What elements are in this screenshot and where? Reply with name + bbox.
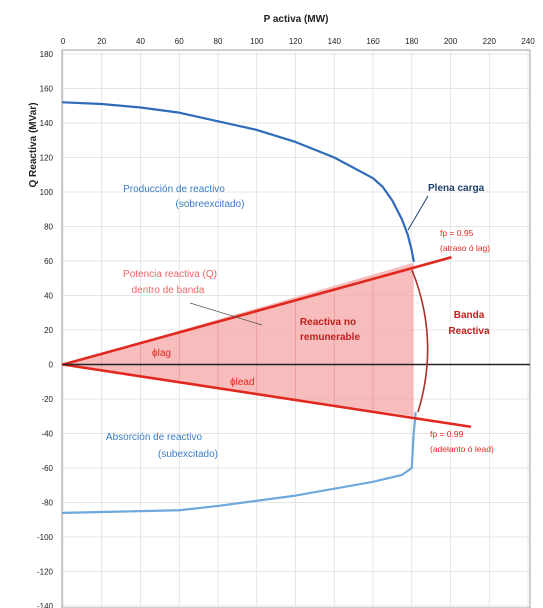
y-tick-label: 180 bbox=[40, 50, 54, 59]
plena-carga-label: Plena carga bbox=[428, 183, 485, 194]
banda-label: Banda bbox=[454, 310, 485, 321]
absorcion-label: Absorción de reactivo bbox=[106, 432, 203, 443]
fp-lag-label: fp = 0.95 bbox=[440, 228, 474, 238]
x-tick-label: 240 bbox=[521, 37, 535, 46]
y-tick-label: 140 bbox=[40, 119, 54, 128]
x-tick-label: 140 bbox=[328, 37, 342, 46]
potencia-sub: dentro de banda bbox=[132, 285, 205, 296]
y-axis-title: Q Reactiva (MVar) bbox=[28, 102, 39, 187]
y-tick-label: 160 bbox=[40, 85, 54, 94]
y-tick-label: -40 bbox=[41, 430, 53, 439]
phi-lag-label: ϕlag bbox=[152, 348, 171, 359]
reactiva-no-label: Reactiva no bbox=[300, 317, 356, 328]
y-tick-label: -80 bbox=[41, 499, 53, 508]
x-tick-label: 160 bbox=[366, 37, 380, 46]
y-tick-label: -60 bbox=[41, 464, 53, 473]
y-tick-label: 80 bbox=[44, 223, 53, 232]
absorcion-sub: (subexcitado) bbox=[158, 449, 218, 460]
x-tick-label: 180 bbox=[405, 37, 419, 46]
reactiva-no-sub: remunerable bbox=[300, 332, 360, 343]
x-tick-label: 120 bbox=[289, 37, 303, 46]
y-tick-label: 40 bbox=[44, 292, 53, 301]
plena-carga-leader-line bbox=[407, 195, 429, 231]
y-tick-label: -120 bbox=[37, 568, 54, 577]
potencia-leader-line bbox=[189, 302, 263, 326]
produccion-label: Producción de reactivo bbox=[123, 184, 225, 195]
y-tick-label: -20 bbox=[41, 395, 53, 404]
y-tick-labels: 180 160 140 120 100 80 60 40 20 0 -20 -40 -60 -80 -100… bbox=[37, 50, 54, 608]
x-tick-label: 200 bbox=[444, 37, 458, 46]
y-tick-label: -100 bbox=[37, 533, 54, 542]
y-tick-label: 0 bbox=[49, 361, 54, 370]
fp-lag-sub: (atraso ó lag) bbox=[440, 243, 490, 253]
banda-sub: Reactiva bbox=[448, 326, 490, 337]
x-axis-title: P activa (MW) bbox=[264, 14, 329, 25]
reactive-band-area bbox=[63, 262, 414, 417]
x-tick-label: 100 bbox=[250, 37, 264, 46]
x-tick-labels: 0 20 40 60 80 100 120 140 160 180 200 220 240 bbox=[61, 37, 535, 46]
y-tick-label: 120 bbox=[40, 154, 54, 163]
fp-lead-label: fp = 0.99 bbox=[430, 429, 464, 439]
x-tick-label: 0 bbox=[61, 37, 66, 46]
produccion-sub: (sobreexcitado) bbox=[176, 199, 245, 210]
series-line-fp_lead_line bbox=[61, 363, 472, 428]
y-tick-label: 100 bbox=[40, 188, 54, 197]
y-tick-label: 60 bbox=[44, 257, 53, 266]
potencia-label: Potencia reactiva (Q) bbox=[123, 269, 217, 280]
x-tick-label: 60 bbox=[175, 37, 184, 46]
series-line-capability_overexcited bbox=[61, 101, 415, 263]
x-tick-label: 80 bbox=[214, 37, 223, 46]
phi-lead-label: ϕlead bbox=[230, 377, 255, 388]
x-tick-label: 220 bbox=[483, 37, 497, 46]
x-tick-label: 20 bbox=[97, 37, 106, 46]
y-tick-label: 20 bbox=[44, 326, 53, 335]
y-tick-label: -140 bbox=[37, 602, 54, 608]
series-group bbox=[61, 101, 472, 514]
fp-lead-sub: (adelanto ó lead) bbox=[430, 444, 494, 454]
series-line-capability_underexcited bbox=[61, 411, 417, 514]
series-line-fp_lag_line bbox=[61, 256, 452, 366]
x-tick-label: 40 bbox=[136, 37, 145, 46]
banda-bracket bbox=[411, 269, 429, 413]
